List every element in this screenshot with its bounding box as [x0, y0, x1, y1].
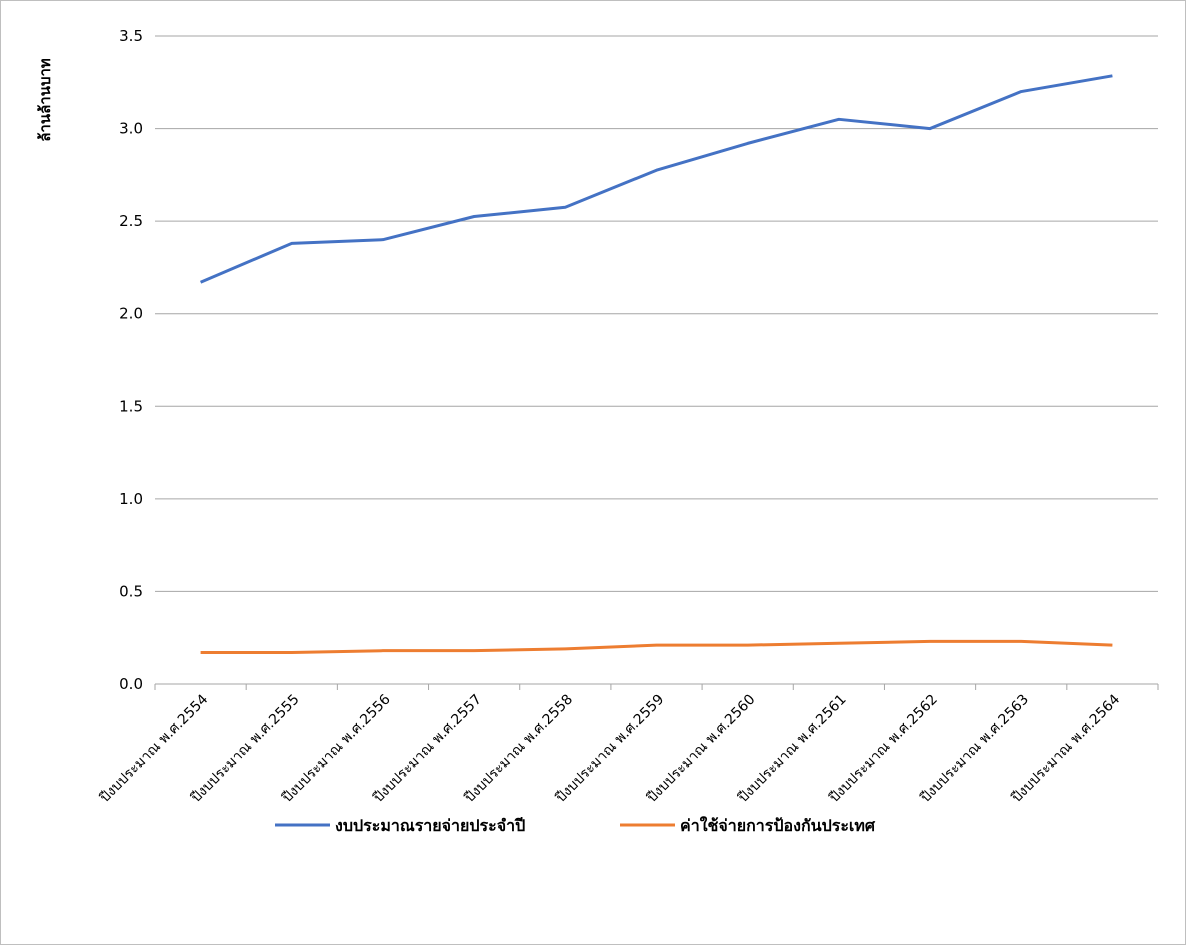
y-tick-label: 0.5 [119, 582, 143, 600]
y-tick-label: 1.5 [119, 397, 143, 415]
y-tick-label: 1.0 [119, 490, 143, 508]
y-tick-label: 2.5 [119, 212, 143, 230]
y-tick-label: 3.0 [119, 120, 143, 138]
series-line [200, 74, 1113, 284]
y-axis-title: ล้านล้านบาท [36, 58, 54, 142]
y-tick-label: 3.5 [119, 27, 143, 45]
y-tick-label: 2.0 [119, 305, 143, 323]
legend-label: ค่าใช้จ่ายการป้องกันประเทศ [680, 816, 876, 835]
y-tick-label: 0.0 [119, 675, 143, 693]
legend-label: งบประมาณรายจ่ายประจำปี [335, 816, 525, 835]
series-line [200, 639, 1113, 655]
